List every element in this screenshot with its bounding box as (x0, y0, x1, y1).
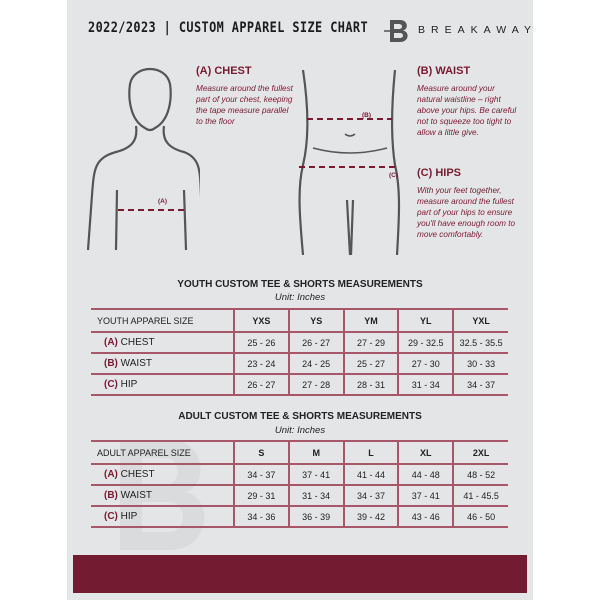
header-cell: YXS (233, 308, 289, 333)
cell: 39 - 42 (342, 505, 399, 528)
chest-instructions: Measure around the fullest part of your … (196, 84, 293, 126)
table-row: (B) WAIST 29 - 31 31 - 34 34 - 37 37 - 4… (91, 484, 508, 507)
row-letter: (B) (104, 358, 118, 369)
cell: 27 - 29 (342, 331, 399, 354)
cell: 28 - 31 (342, 373, 399, 396)
cell: 23 - 24 (233, 352, 289, 375)
row-letter: (A) (104, 337, 118, 348)
cell: 34 - 37 (342, 484, 399, 507)
row-label: (B) WAIST (91, 352, 234, 375)
cell: 32.5 - 35.5 (452, 331, 508, 354)
table-row: (C) HIP 26 - 27 27 - 28 28 - 31 31 - 34 … (91, 373, 508, 396)
footer-band (73, 555, 527, 593)
row-label: (A) CHEST (91, 463, 234, 486)
cell: 27 - 30 (397, 352, 454, 375)
cell: 25 - 26 (233, 331, 289, 354)
cell: 34 - 36 (233, 505, 289, 528)
cell: 41 - 44 (342, 463, 399, 486)
header-cell: ADULT APPAREL SIZE (91, 440, 234, 465)
row-letter: (C) (104, 511, 118, 522)
row-name: WAIST (120, 358, 152, 369)
cell: 25 - 27 (342, 352, 399, 375)
cell: 29 - 32.5 (397, 331, 454, 354)
cell: 29 - 31 (233, 484, 289, 507)
row-name: HIP (120, 511, 138, 522)
page-title: 2022/2023 | CUSTOM APPAREL SIZE CHART (88, 20, 369, 36)
chest-heading: (A) CHEST (196, 65, 252, 77)
table-row: (B) WAIST 23 - 24 24 - 25 25 - 27 27 - 3… (91, 352, 508, 375)
cell: 31 - 34 (397, 373, 454, 396)
row-name: WAIST (120, 490, 152, 501)
youth-table-title: YOUTH CUSTOM TEE & SHORTS MEASUREMENTS (177, 279, 423, 290)
waist-instructions: Measure around your natural waistline – … (417, 84, 517, 137)
row-letter: (C) (104, 379, 118, 390)
cell: 37 - 41 (397, 484, 454, 507)
row-label: (C) HIP (91, 505, 234, 528)
hips-instructions: With your feet together, measure around … (417, 186, 516, 239)
waist-heading: (B) WAIST (417, 65, 471, 77)
cell: 30 - 33 (452, 352, 508, 375)
header-cell: YOUTH APPAREL SIZE (91, 308, 234, 333)
table-header-row: YOUTH APPAREL SIZE YXS YS YM YL YXL (91, 308, 508, 333)
upper-body-figure (86, 68, 200, 251)
table-row: (A) CHEST 25 - 26 26 - 27 27 - 29 29 - 3… (91, 331, 508, 354)
cell: 26 - 27 (287, 331, 344, 354)
row-label: (A) CHEST (91, 331, 234, 354)
youth-unit: Unit: Inches (274, 292, 326, 303)
header-cell: L (342, 440, 399, 465)
cell: 24 - 25 (287, 352, 344, 375)
row-letter: (A) (104, 469, 118, 480)
adult-table-title: ADULT CUSTOM TEE & SHORTS MEASUREMENTS (178, 411, 422, 422)
lower-body-figure (298, 70, 401, 255)
row-name: CHEST (120, 469, 155, 480)
header-cell: YM (342, 308, 399, 333)
header-cell: YS (287, 308, 344, 333)
cell: 48 - 52 (452, 463, 508, 486)
cell: 34 - 37 (233, 463, 289, 486)
cell: 26 - 27 (233, 373, 289, 396)
header-cell: 2XL (452, 440, 508, 465)
cell: 34 - 37 (452, 373, 508, 396)
row-label: (C) HIP (91, 373, 234, 396)
chest-marker: (A) (158, 198, 168, 205)
adult-unit: Unit: Inches (274, 425, 326, 436)
row-name: CHEST (120, 337, 155, 348)
cell: 27 - 28 (287, 373, 344, 396)
cell: 37 - 41 (287, 463, 344, 486)
header-cell: S (233, 440, 289, 465)
header-cell: YL (397, 308, 454, 333)
row-letter: (B) (104, 490, 118, 501)
table-row: (A) CHEST 34 - 37 37 - 41 41 - 44 44 - 4… (91, 463, 508, 486)
header-cell: YXL (452, 308, 508, 333)
breakaway-logo-icon (384, 20, 408, 42)
waist-marker: (B) (362, 112, 372, 119)
header-cell: M (287, 440, 344, 465)
cell: 36 - 39 (287, 505, 344, 528)
table-row: (C) HIP 34 - 36 36 - 39 39 - 42 43 - 46 … (91, 505, 508, 528)
brand-name: BREAKAWAY (418, 24, 537, 36)
header-cell: XL (397, 440, 454, 465)
adult-size-table: ADULT APPAREL SIZE S M L XL 2XL (A) CHES… (91, 440, 508, 528)
table-header-row: ADULT APPAREL SIZE S M L XL 2XL (91, 440, 508, 465)
cell: 31 - 34 (287, 484, 344, 507)
cell: 41 - 45.5 (452, 484, 508, 507)
hips-marker: (C) (389, 172, 399, 179)
row-label: (B) WAIST (91, 484, 234, 507)
cell: 46 - 50 (452, 505, 508, 528)
hips-heading: (C) HIPS (417, 167, 461, 179)
youth-size-table: YOUTH APPAREL SIZE YXS YS YM YL YXL (A) … (91, 308, 508, 396)
cell: 44 - 48 (397, 463, 454, 486)
row-name: HIP (120, 379, 138, 390)
cell: 43 - 46 (397, 505, 454, 528)
